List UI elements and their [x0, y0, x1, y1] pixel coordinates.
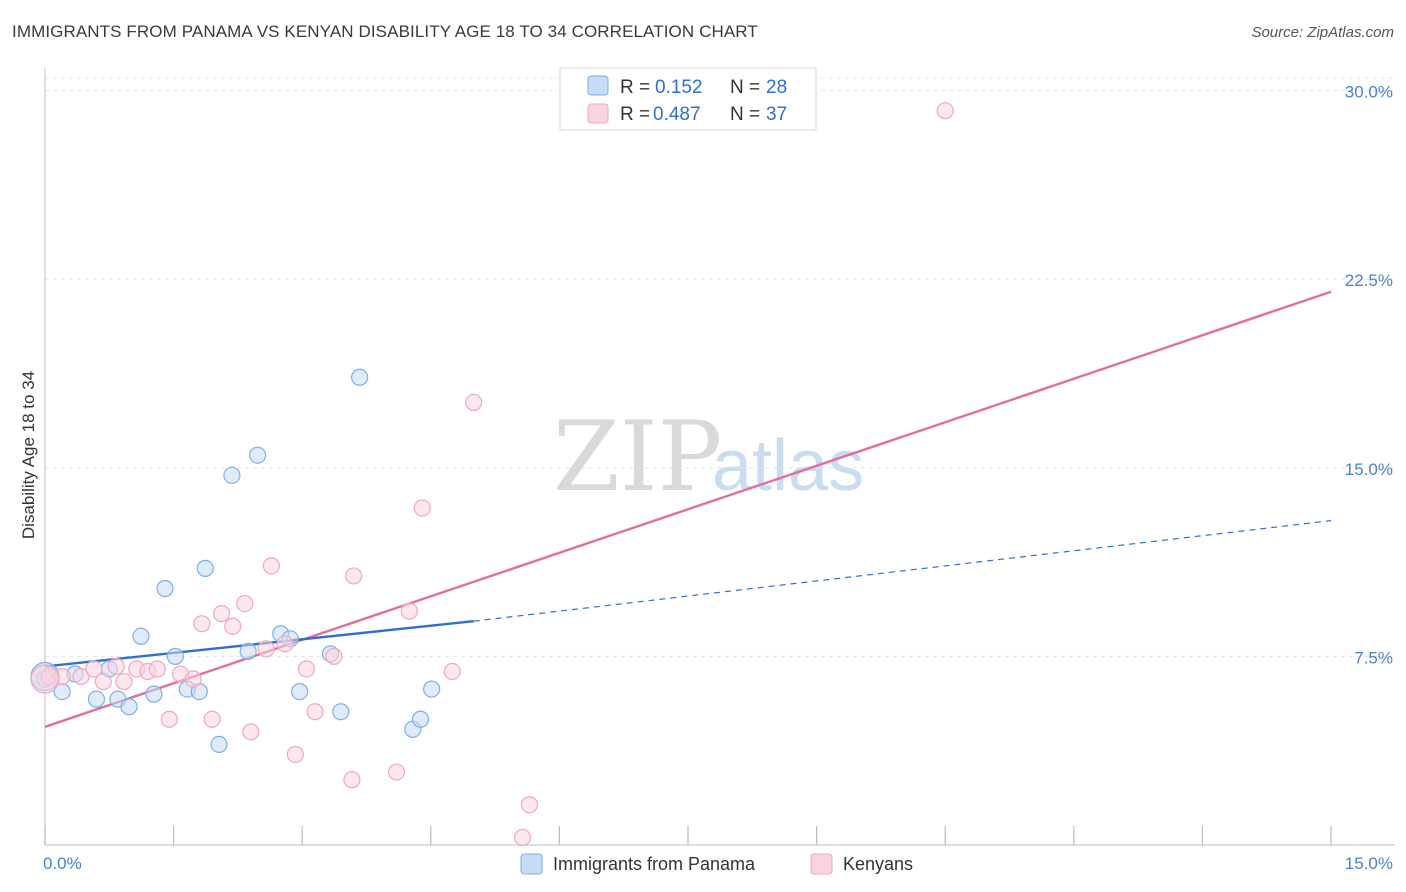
point-kenyans — [184, 670, 202, 688]
y-tick-label: 15.0% — [1345, 460, 1393, 479]
point-panama — [120, 698, 138, 716]
point-kenyans — [520, 796, 538, 814]
data-points — [30, 102, 954, 847]
y-tick-labels: 7.5% 15.0% 22.5% 30.0% — [1345, 83, 1393, 668]
point-kenyans — [30, 664, 60, 694]
point-kenyans — [257, 640, 275, 658]
point-kenyans — [224, 617, 242, 635]
point-panama — [351, 368, 369, 386]
point-kenyans — [276, 635, 294, 653]
x-tick-label: 15.0% — [1345, 854, 1393, 873]
point-panama — [145, 685, 163, 703]
point-panama — [332, 703, 350, 721]
point-kenyans — [325, 647, 343, 665]
point-panama — [87, 690, 106, 708]
point-kenyans — [107, 657, 125, 676]
legend-r-label-kenyans: R = — [620, 104, 650, 125]
point-kenyans — [936, 102, 954, 120]
series-legend-label-kenyans: Kenyans — [843, 854, 913, 874]
point-panama — [156, 579, 174, 598]
point-kenyans — [160, 710, 178, 728]
point-kenyans — [297, 660, 316, 678]
point-kenyans — [262, 557, 280, 575]
legend-n-value-kenyans: 37 — [766, 104, 787, 125]
y-tick-label: 22.5% — [1345, 271, 1393, 290]
point-kenyans — [443, 662, 461, 681]
point-panama — [196, 559, 214, 577]
point-panama — [210, 735, 228, 754]
legend: R = 0.152 N = 28 R = 0.487 N = 37 — [559, 67, 817, 131]
axes — [44, 68, 1395, 846]
series-legend-label-panama: Immigrants from Panama — [553, 854, 756, 874]
legend-n-label-panama: N = — [730, 77, 760, 98]
point-kenyans — [236, 594, 254, 613]
point-kenyans — [242, 723, 260, 741]
point-panama — [132, 627, 150, 645]
trend-line-kenyans — [44, 290, 1332, 728]
point-panama — [411, 710, 430, 728]
legend-r-value-panama: 0.152 — [655, 77, 703, 98]
point-kenyans — [213, 605, 231, 623]
point-kenyans — [286, 745, 304, 764]
point-panama — [166, 647, 184, 665]
legend-n-value-panama: 28 — [766, 77, 787, 98]
point-panama — [223, 466, 241, 484]
point-kenyans — [85, 660, 103, 678]
point-kenyans — [148, 660, 166, 678]
y-tick-label: 7.5% — [1354, 648, 1393, 667]
point-kenyans — [72, 667, 90, 686]
point-kenyans — [193, 615, 211, 633]
point-kenyans — [203, 710, 221, 728]
watermark-zip: ZIP — [553, 401, 722, 513]
y-tick-label: 30.0% — [1345, 83, 1393, 102]
series-legend-swatch-panama — [520, 853, 543, 875]
trend-lines — [44, 290, 1332, 728]
source-label: Source: ZipAtlas.com — [1251, 24, 1394, 41]
point-kenyans — [115, 672, 133, 691]
x-tick-labels: 0.0% 15.0% — [43, 854, 1393, 873]
series-legend: Immigrants from Panama Kenyans — [520, 853, 913, 875]
chart-title: IMMIGRANTS FROM PANAMA VS KENYAN DISABIL… — [12, 22, 758, 41]
point-kenyans — [400, 602, 418, 620]
point-panama — [239, 642, 257, 660]
point-kenyans — [343, 771, 361, 789]
point-kenyans — [465, 393, 483, 412]
legend-r-label-panama: R = — [620, 77, 650, 98]
y-axis-label: Disability Age 18 to 34 — [19, 371, 38, 539]
point-kenyans — [413, 499, 431, 517]
point-kenyans — [513, 828, 532, 847]
point-kenyans — [94, 672, 112, 691]
legend-swatch-panama — [587, 75, 609, 96]
point-kenyans — [387, 763, 406, 781]
point-panama — [291, 682, 309, 701]
point-panama — [423, 680, 441, 698]
x-tick-label: 0.0% — [43, 854, 82, 873]
series-legend-swatch-kenyans — [810, 853, 833, 875]
grid — [45, 77, 1395, 657]
legend-n-label-kenyans: N = — [730, 104, 760, 125]
point-kenyans — [345, 567, 363, 585]
legend-r-value-kenyans: 0.487 — [653, 104, 701, 125]
trend-line-panama-projection — [473, 520, 1332, 622]
legend-swatch-kenyans — [587, 103, 609, 124]
point-kenyans — [306, 703, 324, 721]
point-panama — [249, 446, 267, 464]
watermark: ZIP atlas — [553, 401, 864, 513]
